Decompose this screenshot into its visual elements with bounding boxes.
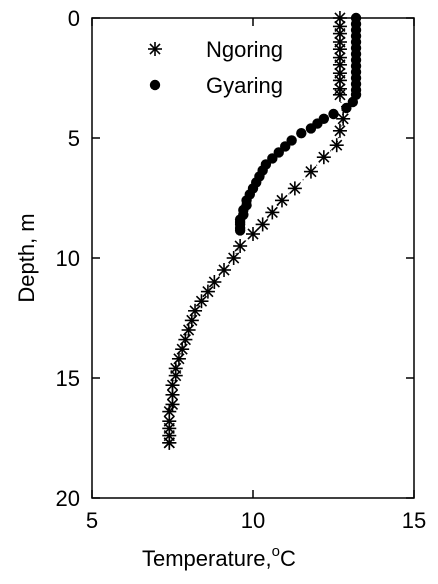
- ngoring-point: [287, 181, 302, 196]
- ngoring-point: [194, 294, 209, 309]
- legend: Ngoring Gyaring: [148, 37, 283, 98]
- legend-dot-icon: [149, 79, 161, 91]
- ngoring-point: [162, 435, 177, 450]
- ngoring-point: [329, 138, 344, 153]
- x-tick-label: 5: [86, 508, 98, 533]
- ngoring-point: [274, 193, 289, 208]
- legend-marker-ngoring: [148, 42, 162, 56]
- ngoring-point: [332, 123, 347, 138]
- x-tick-label: 15: [402, 508, 426, 533]
- legend-label-ngoring: Ngoring: [206, 37, 283, 62]
- ngoring-point: [316, 150, 331, 165]
- y-tick-label: 5: [68, 126, 80, 151]
- axis-tick-labels: 5 10 15 0 5 10 15 20: [56, 6, 427, 533]
- y-axis-title: Depth, m: [14, 213, 39, 302]
- x-axis-title-unit: C: [280, 546, 296, 571]
- gyaring-point: [305, 123, 317, 134]
- gyaring-point: [328, 108, 339, 120]
- ngoring-point: [181, 323, 196, 337]
- ngoring-point: [168, 368, 183, 383]
- ngoring-point: [200, 284, 215, 299]
- legend-label-gyaring: Gyaring: [206, 73, 283, 98]
- y-tick-label: 20: [56, 486, 80, 511]
- gyaring-point: [341, 102, 352, 114]
- ngoring-point: [217, 263, 232, 277]
- ngoring-point: [336, 111, 351, 126]
- ngoring-point: [184, 313, 199, 328]
- ngoring-point: [255, 217, 270, 232]
- x-axis-title: Temperature,oC: [142, 543, 296, 571]
- ngoring-point: [303, 164, 318, 179]
- ngoring-point: [226, 251, 241, 265]
- gyaring-point: [234, 225, 246, 236]
- ngoring-point: [175, 342, 190, 357]
- data-marks: [162, 11, 362, 450]
- ngoring-point: [171, 351, 186, 366]
- x-axis-title-text: Temperature,: [142, 546, 272, 571]
- legend-marker-gyaring: [149, 79, 161, 91]
- y-tick-label: 0: [68, 6, 80, 31]
- y-tick-label: 15: [56, 366, 80, 391]
- ngoring-point: [207, 275, 222, 289]
- gyaring-point: [296, 128, 307, 139]
- x-axis-title-unit-sup: o: [272, 543, 280, 560]
- y-tick-label: 10: [56, 246, 80, 271]
- x-tick-label: 10: [241, 508, 265, 533]
- legend-asterisk-icon: [148, 42, 162, 56]
- ngoring-point: [188, 303, 203, 318]
- ngoring-point: [265, 205, 280, 220]
- ngoring-point: [246, 227, 260, 241]
- ngoring-point: [332, 87, 347, 102]
- ngoring-point: [233, 239, 248, 253]
- ngoring-point: [178, 332, 193, 347]
- axis-ticks: [91, 17, 415, 499]
